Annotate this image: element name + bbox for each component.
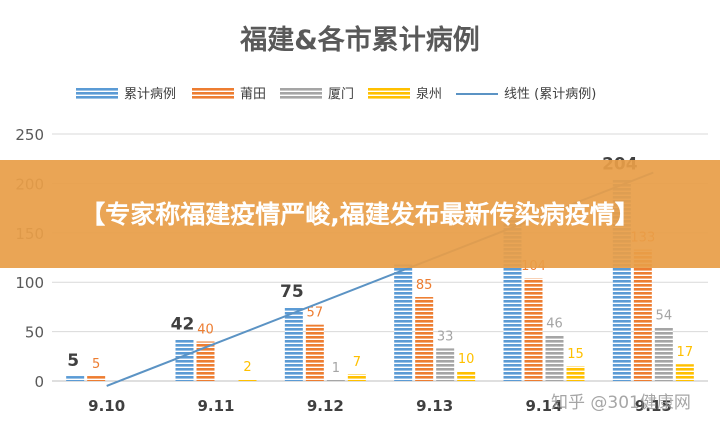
legend-label: 莆田 — [240, 87, 266, 102]
data-label: 17 — [677, 345, 694, 360]
bar-莆田 — [305, 324, 324, 381]
data-label: 10 — [458, 352, 475, 367]
bar-厦门 — [326, 380, 345, 381]
bar-累计病例 — [66, 376, 85, 381]
data-label: 33 — [437, 329, 454, 344]
data-label: 7 — [353, 355, 361, 370]
bar-莆田 — [196, 341, 215, 381]
y-tick-label: 0 — [34, 373, 44, 391]
headline-banner: 【专家称福建疫情严峻,福建发布最新传染病疫情】 — [0, 160, 720, 268]
bar-累计病例 — [394, 264, 413, 381]
data-label: 1 — [332, 361, 340, 376]
bar-泉州 — [347, 374, 366, 381]
bar-泉州 — [457, 371, 476, 381]
x-tick-label: 9.14 — [525, 397, 562, 415]
data-label: 5 — [92, 357, 100, 372]
watermark-text: 知乎 @301健康网 — [551, 393, 691, 413]
x-tick-label: 9.13 — [416, 397, 453, 415]
bar-累计病例 — [175, 339, 194, 381]
y-tick-label: 50 — [25, 324, 44, 342]
legend-label: 线性 (累计病例) — [504, 87, 596, 102]
data-label: 15 — [567, 347, 584, 362]
data-label: 46 — [546, 317, 563, 332]
data-label: 40 — [197, 322, 214, 337]
legend-swatch-厦门 — [280, 87, 322, 99]
legend-label: 泉州 — [416, 86, 442, 102]
x-tick-label: 9.11 — [197, 397, 234, 415]
bar-泉州 — [238, 379, 257, 381]
bar-泉州 — [566, 366, 585, 381]
bar-厦门 — [545, 335, 564, 381]
x-tick-label: 9.12 — [307, 397, 344, 415]
legend-swatch-累计病例 — [76, 87, 118, 99]
chart-title: 福建&各市累计病例 — [239, 24, 480, 56]
legend-label: 厦门 — [328, 87, 354, 102]
bar-泉州 — [675, 364, 694, 381]
data-label: 85 — [416, 278, 433, 293]
legend-label: 累计病例 — [124, 87, 176, 102]
y-tick-label: 100 — [15, 274, 44, 292]
data-label: 2 — [243, 360, 251, 375]
bar-莆田 — [524, 278, 543, 381]
bar-累计病例 — [284, 306, 303, 381]
data-label: 54 — [656, 309, 673, 324]
bar-莆田 — [87, 376, 106, 381]
data-label: 57 — [307, 306, 324, 321]
x-tick-label: 9.15 — [635, 397, 672, 415]
bar-莆田 — [633, 249, 652, 381]
headline-text: 【专家称福建疫情严峻,福建发布最新传染病疫情】 — [80, 199, 640, 229]
bar-莆田 — [415, 297, 434, 381]
y-tick-label: 250 — [15, 126, 44, 144]
data-label: 42 — [171, 315, 195, 335]
bar-厦门 — [654, 327, 673, 381]
x-tick-label: 9.10 — [88, 397, 125, 415]
legend-swatch-莆田 — [192, 87, 234, 99]
legend-swatch-泉州 — [368, 87, 410, 99]
data-label: 5 — [67, 351, 79, 371]
bar-厦门 — [436, 348, 455, 381]
data-label: 75 — [280, 282, 304, 302]
